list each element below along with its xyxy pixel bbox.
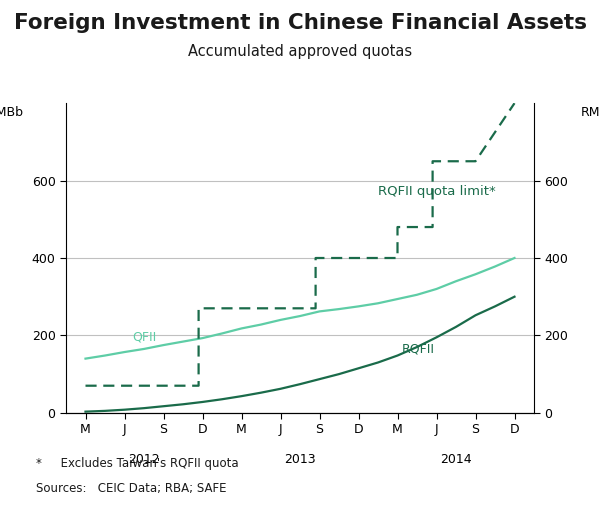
Text: 2014: 2014: [440, 453, 472, 466]
Text: 2012: 2012: [128, 453, 160, 466]
Text: RMBb: RMBb: [581, 106, 600, 119]
Text: Foreign Investment in Chinese Financial Assets: Foreign Investment in Chinese Financial …: [14, 13, 587, 33]
Text: Sources:   CEIC Data; RBA; SAFE: Sources: CEIC Data; RBA; SAFE: [36, 482, 227, 495]
Text: QFII: QFII: [133, 331, 157, 344]
Text: RMBb: RMBb: [0, 106, 24, 119]
Text: RQFII quota limit*: RQFII quota limit*: [378, 185, 496, 198]
Text: 2013: 2013: [284, 453, 316, 466]
Text: RQFII: RQFII: [401, 343, 434, 356]
Text: Accumulated approved quotas: Accumulated approved quotas: [188, 44, 412, 59]
Text: *     Excludes Taiwan's RQFII quota: * Excludes Taiwan's RQFII quota: [36, 457, 239, 470]
